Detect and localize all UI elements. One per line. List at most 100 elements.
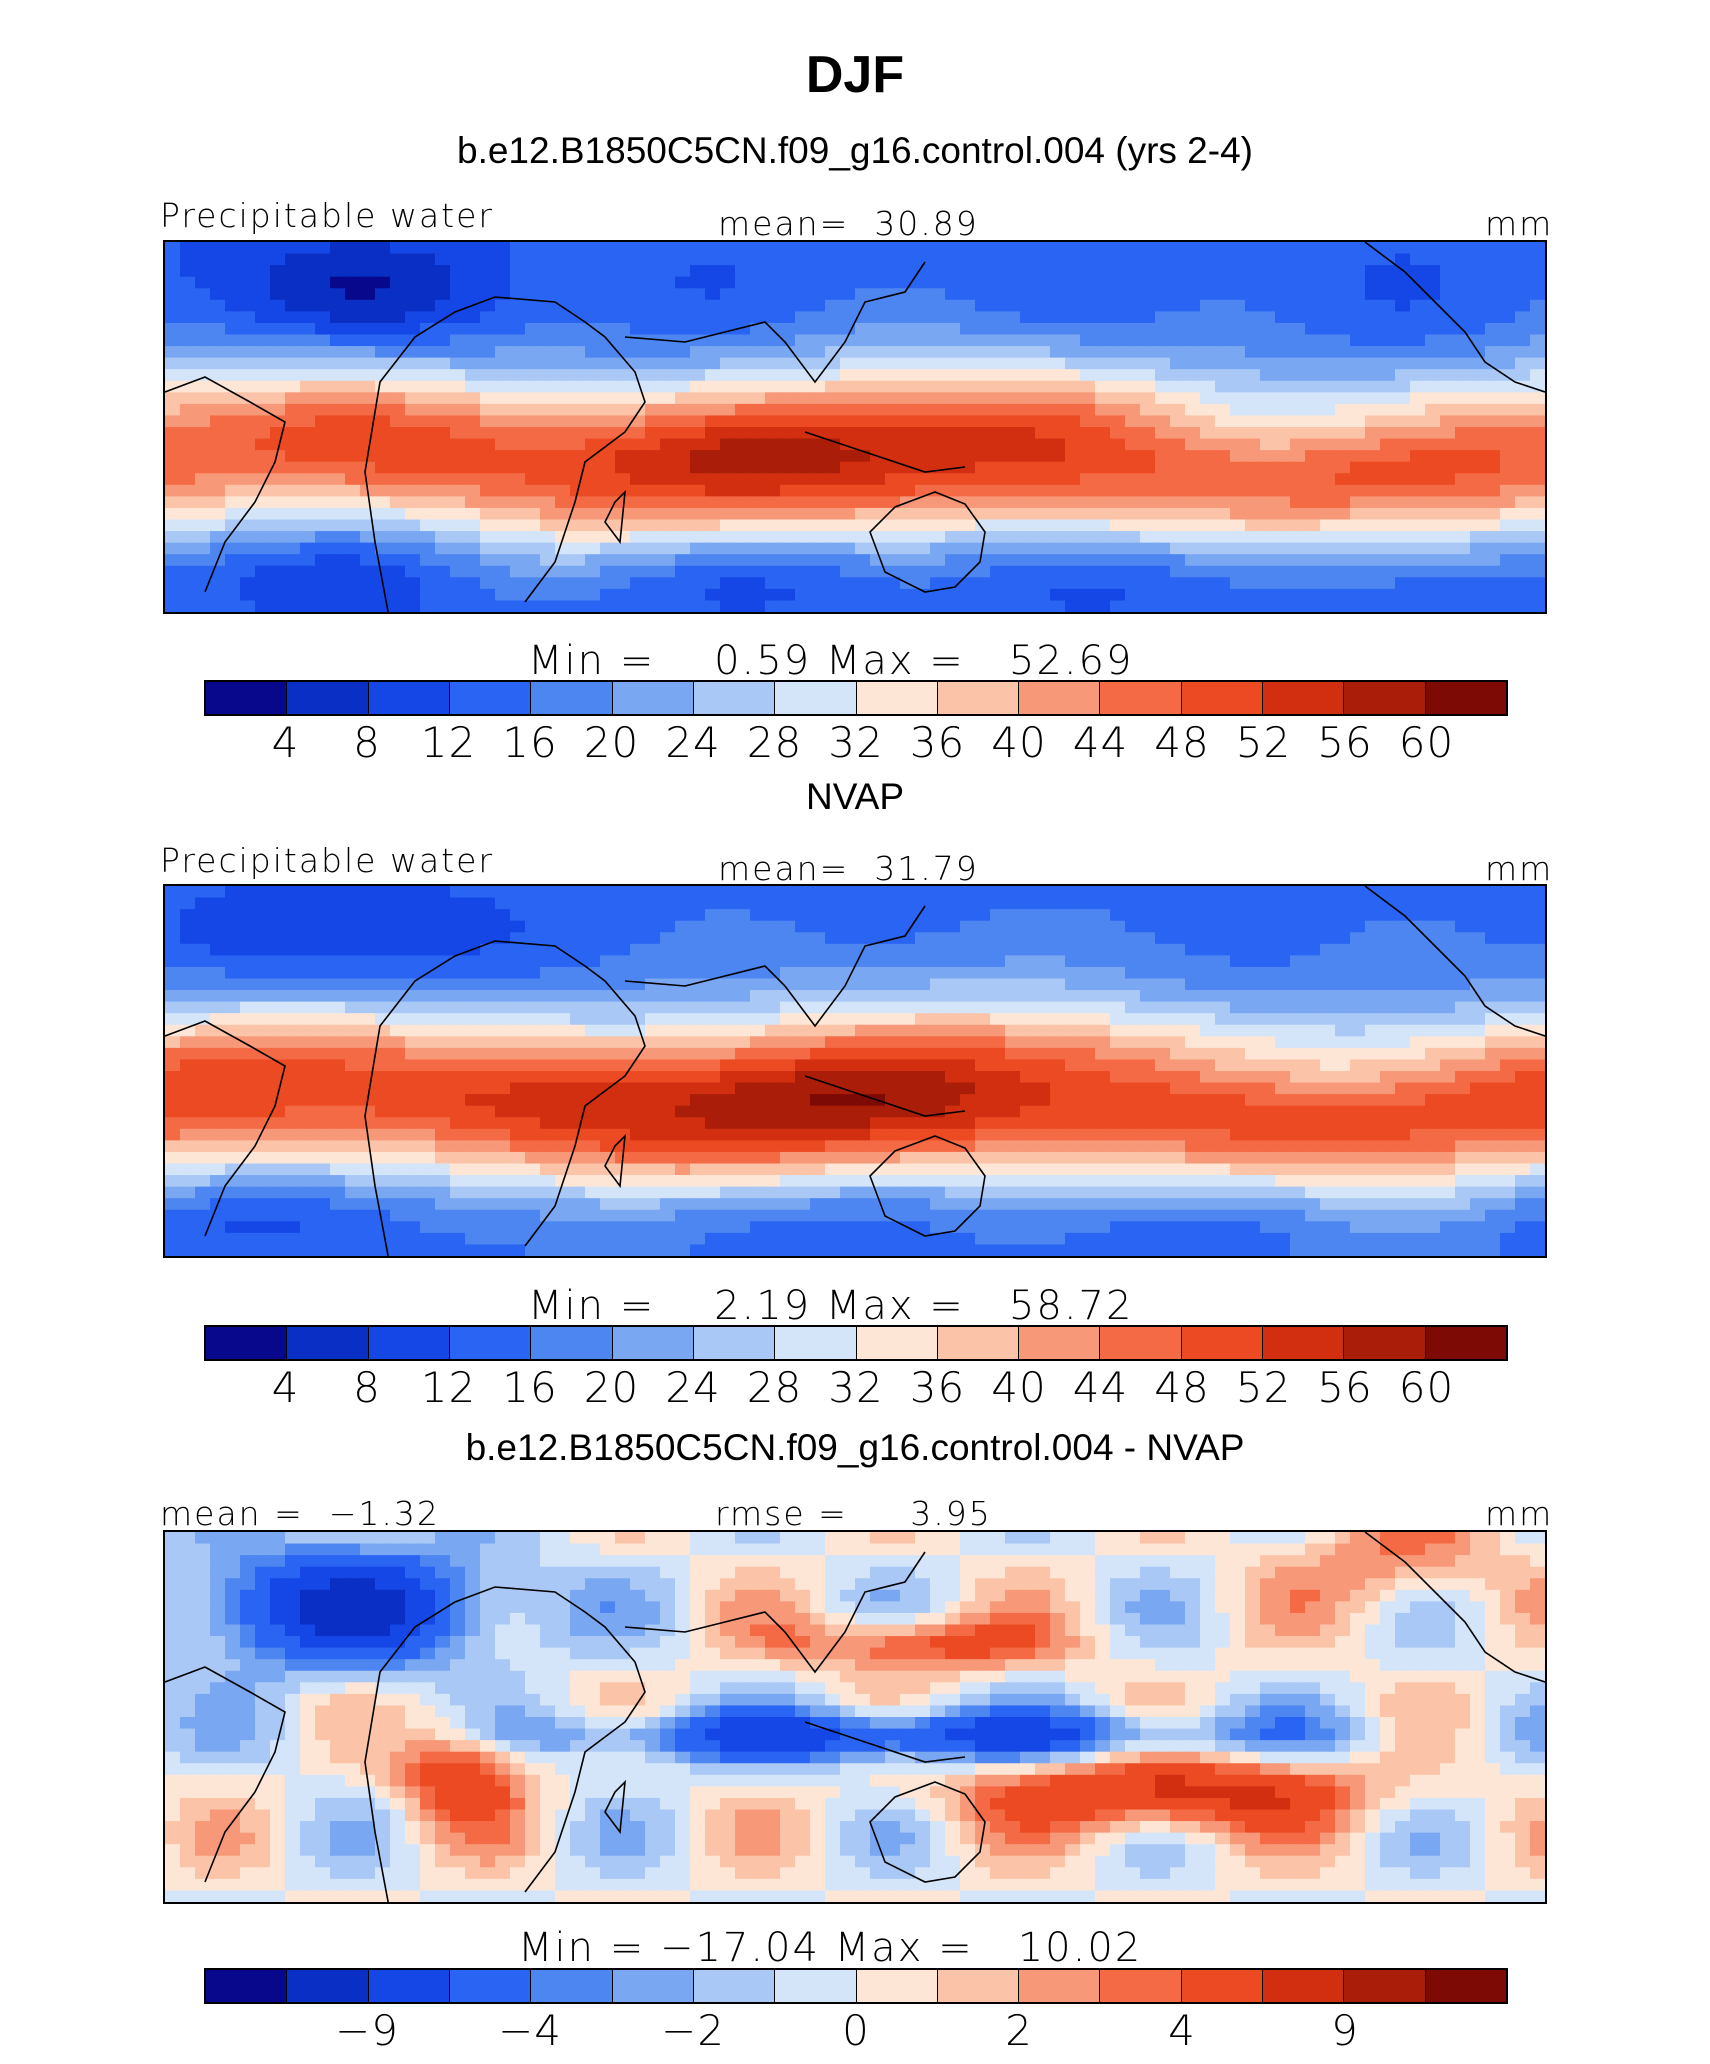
- colorbar-2-tick-label: 16: [502, 1363, 558, 1412]
- colorbar-3-swatch: [937, 1970, 1020, 2002]
- colorbar-1-swatch: [856, 682, 938, 714]
- panel-3-colorbar: [204, 1968, 1508, 2004]
- colorbar-1-swatch: [1425, 682, 1506, 714]
- panel-1-minmax: Min = 0.59 Max = 52.69: [528, 638, 1134, 684]
- colorbar-2-swatch: [612, 1327, 694, 1359]
- colorbar-2-swatch: [1100, 1327, 1182, 1359]
- colorbar-1-tick-label: 52: [1235, 718, 1292, 767]
- map2-field: [165, 886, 1545, 1256]
- colorbar-2-swatch: [1181, 1327, 1264, 1359]
- colorbar-3-swatch: [1425, 1970, 1506, 2002]
- colorbar-3-swatch: [1019, 1970, 1101, 2002]
- colorbar-3-tick-label: 9: [1331, 2006, 1359, 2055]
- map3-field: [165, 1532, 1545, 1902]
- colorbar-1-swatch: [775, 682, 857, 714]
- colorbar-2-tick-label: 20: [583, 1363, 640, 1412]
- panel-2-colorbar: [204, 1325, 1508, 1361]
- colorbar-1-tick-label: 20: [583, 718, 640, 767]
- colorbar-1-swatch: [287, 682, 369, 714]
- panel-3-minmax: Min = −17.04 Max = 10.02: [518, 1925, 1143, 1971]
- panel-2-colorbar-ticks: 4 8 12 16 20 24 28 32 36 40 44 48 52 56 60: [204, 1363, 1508, 1412]
- figure-title: DJF: [805, 46, 905, 104]
- colorbar-3-swatch: [693, 1970, 776, 2002]
- colorbar-1-swatch: [206, 682, 288, 714]
- colorbar-1-swatch: [937, 682, 1020, 714]
- colorbar-3-swatch: [775, 1970, 857, 2002]
- colorbar-2-tick-label: 36: [909, 1363, 966, 1412]
- colorbar-1-tick-label: 24: [665, 718, 721, 767]
- colorbar-1-tick-label: 44: [1072, 718, 1129, 767]
- colorbar-3-tick-label: 0: [842, 2006, 870, 2055]
- colorbar-2-swatch: [775, 1327, 857, 1359]
- colorbar-3-tick-label: −4: [498, 2006, 562, 2055]
- colorbar-2-tick-label: 24: [665, 1363, 721, 1412]
- colorbar-1-swatch: [449, 682, 532, 714]
- colorbar-2-tick-label: 8: [353, 1363, 381, 1412]
- colorbar-3-swatch: [612, 1970, 694, 2002]
- colorbar-2-tick-label: 32: [828, 1363, 884, 1412]
- colorbar-1-tick-label: 48: [1154, 718, 1210, 767]
- panel-3-units: mm: [1485, 1494, 1554, 1533]
- panel-1-units: mm: [1485, 204, 1554, 243]
- colorbar-3-swatch: [531, 1970, 613, 2002]
- colorbar-2-tick-label: 4: [271, 1363, 300, 1412]
- colorbar-2-tick-label: 12: [420, 1363, 477, 1412]
- colorbar-2-swatch: [287, 1327, 369, 1359]
- colorbar-2-swatch: [531, 1327, 613, 1359]
- colorbar-1-tick-label: 12: [420, 718, 477, 767]
- colorbar-1-swatch: [1019, 682, 1101, 714]
- colorbar-1-tick-label: 8: [353, 718, 381, 767]
- colorbar-1-swatch: [368, 682, 450, 714]
- colorbar-3-tick-label: −9: [335, 2006, 399, 2055]
- panel-1-variable-label: Precipitable water: [160, 196, 494, 235]
- panel-3-rmse-label: rmse = 3.95: [715, 1494, 992, 1533]
- colorbar-1-tick-label: 4: [271, 718, 300, 767]
- panel-2-minmax: Min = 2.19 Max = 58.72: [528, 1283, 1134, 1329]
- colorbar-3-swatch: [449, 1970, 532, 2002]
- colorbar-2-tick-label: 56: [1317, 1363, 1373, 1412]
- panel-1-colorbar: [204, 680, 1508, 716]
- colorbar-3-swatch: [1181, 1970, 1264, 2002]
- colorbar-1-tick-label: 28: [746, 718, 803, 767]
- panel-3-mean-label: mean = −1.32: [160, 1494, 440, 1533]
- colorbar-1-swatch: [1100, 682, 1182, 714]
- panel-1-subtitle: b.e12.B1850C5CN.f09_g16.control.004 (yrs…: [457, 130, 1253, 171]
- panel-2-units: mm: [1485, 849, 1554, 888]
- colorbar-2-tick-label: 40: [991, 1363, 1047, 1412]
- colorbar-2-tick-label: 44: [1072, 1363, 1129, 1412]
- colorbar-1-swatch: [612, 682, 694, 714]
- colorbar-1-tick-label: 32: [828, 718, 884, 767]
- colorbar-3-swatch: [287, 1970, 369, 2002]
- colorbar-2-swatch: [1344, 1327, 1426, 1359]
- colorbar-2-swatch: [1263, 1327, 1345, 1359]
- map1-field: [165, 242, 1545, 612]
- colorbar-3-swatch: [206, 1970, 288, 2002]
- colorbar-1-swatch: [1344, 682, 1426, 714]
- panel-1-map: [163, 240, 1547, 614]
- panel-3-colorbar-ticks: −9 −4 −2 0 2 4 9: [204, 2006, 1508, 2055]
- colorbar-1-tick-label: 60: [1398, 718, 1455, 767]
- colorbar-1-tick-label: 36: [909, 718, 966, 767]
- colorbar-3-swatch: [856, 1970, 938, 2002]
- colorbar-1-swatch: [693, 682, 776, 714]
- panel-2-variable-label: Precipitable water: [160, 841, 494, 880]
- panel-3-subtitle: b.e12.B1850C5CN.f09_g16.control.004 - NV…: [465, 1427, 1245, 1468]
- colorbar-3-swatch: [368, 1970, 450, 2002]
- colorbar-3-swatch: [1100, 1970, 1182, 2002]
- colorbar-2-swatch: [856, 1327, 938, 1359]
- panel-2-mean-label: mean= 31.79: [718, 849, 979, 888]
- colorbar-1-swatch: [1263, 682, 1345, 714]
- colorbar-2-tick-label: 60: [1398, 1363, 1455, 1412]
- colorbar-3-tick-label: 2: [1005, 2006, 1033, 2055]
- colorbar-2-tick-label: 48: [1154, 1363, 1210, 1412]
- colorbar-2-swatch: [206, 1327, 288, 1359]
- panel-1-colorbar-ticks: 4 8 12 16 20 24 28 32 36 40 44 48 52 56 60: [204, 718, 1508, 767]
- panel-2-subtitle: NVAP: [805, 776, 904, 817]
- panel-1-mean-label: mean= 30.89: [718, 204, 979, 243]
- colorbar-3-swatch: [1344, 1970, 1426, 2002]
- colorbar-3-tick-label: 4: [1168, 2006, 1196, 2055]
- colorbar-1-tick-label: 16: [502, 718, 558, 767]
- colorbar-2-tick-label: 28: [746, 1363, 803, 1412]
- colorbar-1-tick-label: 40: [991, 718, 1047, 767]
- colorbar-2-tick-label: 52: [1235, 1363, 1292, 1412]
